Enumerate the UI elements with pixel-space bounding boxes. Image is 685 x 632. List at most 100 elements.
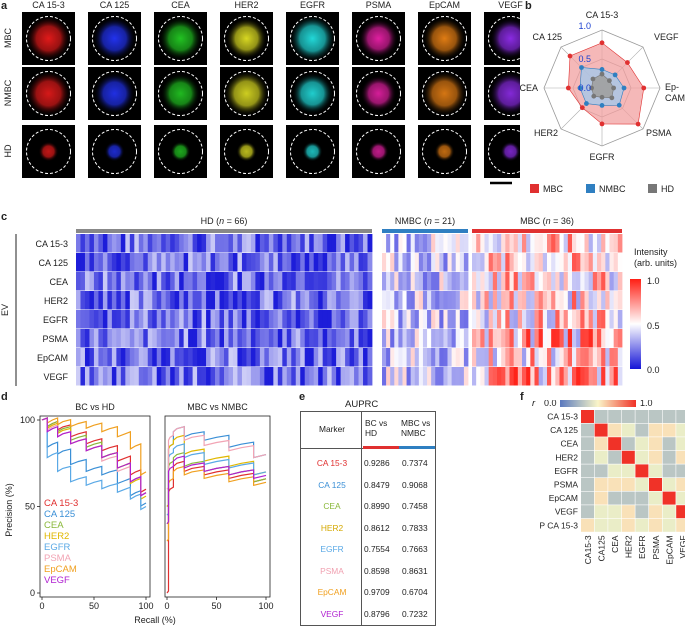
heatmap-row-label-0: CA 15-3 [35,239,68,249]
auprc-marker: HER2 [320,522,344,533]
heatmap-cell [576,253,581,272]
heatmap-cell [246,329,252,348]
heatmap-cell [107,310,113,329]
heatmap-cell [318,234,324,253]
heatmap-cell [354,367,359,386]
heatmap-cell [246,272,252,291]
heatmap-cell [480,234,485,253]
heatmap-cell [367,234,373,253]
heatmap-cell [291,310,297,329]
heatmap-cell [597,291,602,310]
heatmap-cell [76,329,81,348]
heatmap-cell [418,310,424,329]
pr-frame-1 [164,415,271,598]
heatmap-cell [84,291,90,310]
heatmap-cell [228,367,234,386]
radar-point-nmbc-6 [577,85,583,91]
heatmap-cell [300,367,306,386]
heatmap-cell [197,234,202,253]
heatmap-cell [138,253,144,272]
ev-signal-mbc-7 [490,18,520,59]
heatmap-cell [138,367,144,386]
heatmap-cell [102,234,108,253]
heatmap-cell [188,348,193,367]
heatmap-cell [439,291,444,310]
heatmap-row-label-3: HER2 [44,296,68,306]
heatmap-cell [129,234,135,253]
heatmap-cell [588,253,594,272]
heatmap-cell [427,367,432,386]
corr-cell [676,464,685,478]
heatmap-cell [522,291,527,310]
dashed-boundary-hd-0 [26,129,71,174]
auprc-value-bc-hd: 0.7554 [364,544,390,554]
heatmap-cell [555,367,560,386]
heatmap-cell [617,234,623,253]
corr-cell [635,410,649,423]
corr-colorbar-tick-1: 1.0 [640,400,653,408]
heatmap-cell [210,310,216,329]
heatmap-cell [386,272,391,291]
heatmap-cell [386,329,391,348]
heatmap-cell [349,367,355,386]
heatmap-cell [183,310,189,329]
heatmap-cell [255,348,261,367]
heatmap-cell [443,291,448,310]
heatmap-cell [264,348,270,367]
heatmap-cell [80,329,86,348]
heatmap-cell [147,310,153,329]
heatmap-cell [427,310,432,329]
heatmap-cell [447,348,453,367]
heatmap-cell [304,291,310,310]
corr-cell [662,423,676,437]
heatmap-cell [505,272,510,291]
heatmap-cell [345,291,350,310]
heatmap-cell [497,367,502,386]
heatmap-cell [134,367,140,386]
heatmap-cell [201,234,207,253]
heatmap-cell [291,272,297,291]
heatmap-cell [534,310,540,329]
heatmap-cell [609,272,615,291]
heatmap-cell [259,310,265,329]
heatmap-cell [268,367,274,386]
heatmap-cell [277,310,283,329]
heatmap-cell [422,234,428,253]
heatmap-cell [138,291,144,310]
heatmap-cell [129,348,135,367]
heatmap-cell [390,234,395,253]
heatmap-cell [576,234,581,253]
corr-cell [676,518,685,532]
heatmap-cell [492,253,498,272]
radar-axis-label-5: HER2 [534,128,558,138]
ev-signal-mbc-6 [423,17,466,60]
heatmap-cell [134,234,140,253]
heatmap-row-label-6: EpCAM [37,353,68,363]
pr-curve-1-6 [166,465,267,542]
heatmap-cell [322,329,328,348]
heatmap-cell [268,234,274,253]
heatmap-cell [116,291,122,310]
heatmap-cell [93,310,99,329]
heatmap-cell [418,329,424,348]
corr-cell [581,410,594,423]
heatmap-cell [609,348,615,367]
heatmap-cell [402,272,407,291]
heatmap-cell [327,234,333,253]
heatmap-cell [447,234,453,253]
heatmap-cell [501,234,506,253]
heatmap-cell [480,329,485,348]
heatmap-cell [501,253,506,272]
heatmap-cell [89,348,95,367]
heatmap-cell [345,348,350,367]
heatmap-cell [183,291,189,310]
heatmap-cell [286,348,292,367]
heatmap-cell [80,234,86,253]
ev-signal-hd-0 [38,141,59,162]
auprc-marker: CEA [323,501,341,511]
ev-signal-nmbc-1 [94,73,135,114]
heatmap-cell [427,272,432,291]
heatmap-cell [143,234,149,253]
heatmap-cell [318,272,324,291]
heatmap-cell [402,253,407,272]
